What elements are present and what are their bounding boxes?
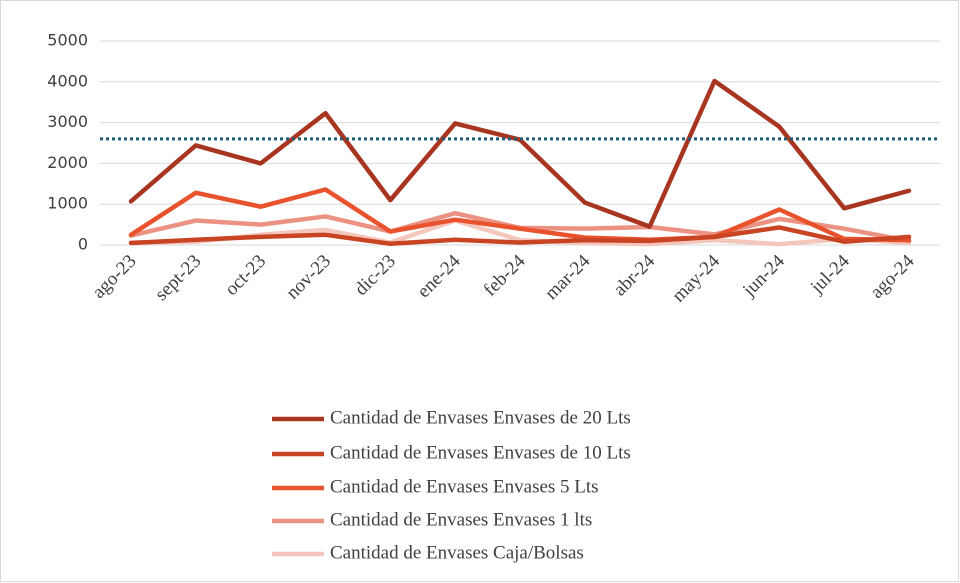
y-tick-label: 0	[78, 235, 88, 254]
legend-label: Cantidad de Envases Envases 5 Lts	[330, 476, 599, 497]
series-line	[128, 187, 912, 243]
series-line	[128, 225, 912, 247]
y-tick-label: 3000	[47, 112, 88, 131]
legend-label: Cantidad de Envases Caja/Bolsas	[330, 542, 584, 563]
y-tick-label: 5000	[47, 31, 88, 50]
y-tick-label: 1000	[47, 194, 88, 213]
y-tick-label: 4000	[47, 71, 88, 90]
legend-label: Cantidad de Envases Envases 1 lts	[330, 509, 592, 530]
y-tick-label: 2000	[47, 153, 88, 172]
legend-label: Cantidad de Envases Envases de 20 Lts	[330, 407, 631, 428]
legend-label: Cantidad de Envases Envases de 10 Lts	[330, 442, 631, 463]
